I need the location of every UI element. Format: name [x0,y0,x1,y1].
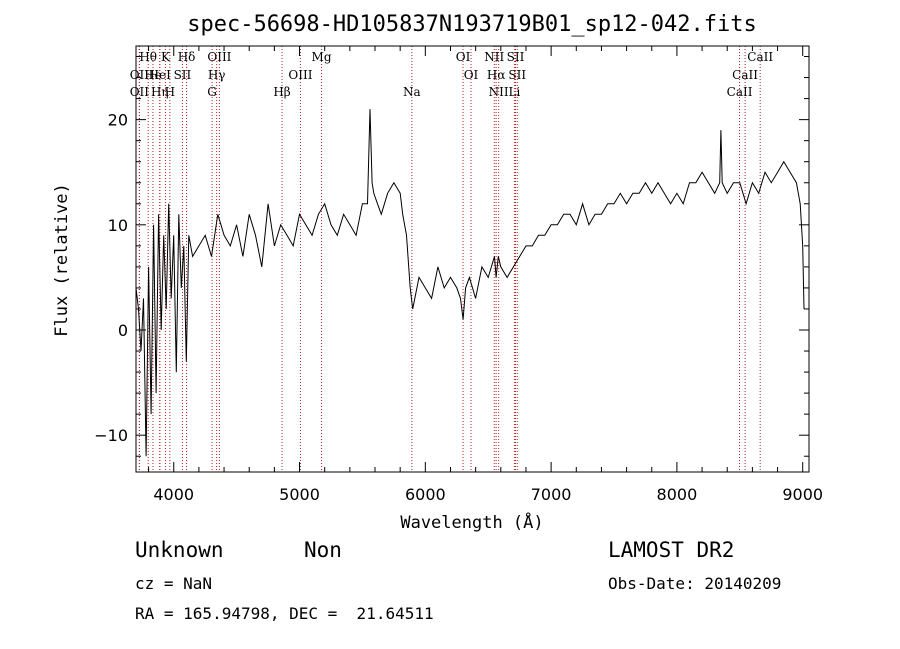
plot-frame [135,45,810,473]
line-marker-label: CaII [732,68,758,82]
line-marker-label: OI [456,50,471,64]
y-axis-label: Flux (relative) [52,183,72,337]
line-marker-label: SII [174,68,192,82]
line-marker-label: Li [508,85,520,99]
line-marker-label: Mg [312,50,332,64]
chart-title: spec-56698-HD105837N193719B01_sp12-042.f… [187,12,757,37]
observation-date: Obs-Date: 20140209 [608,574,782,593]
survey-name: LAMOST DR2 [608,538,735,562]
line-marker-label: Hδ [178,50,196,64]
line-marker-label: NII [489,85,509,99]
x-tick-label: 4000 [153,485,194,504]
line-marker-label: NII [484,50,504,64]
line-marker-label: G [207,85,217,99]
line-marker-label: OII [130,85,150,99]
line-marker-label: SII [507,50,525,64]
line-marker-label: OII [130,68,150,82]
line-marker-label: Na [403,85,421,99]
y-tick-label: 0 [118,321,128,340]
line-marker-label: HeI [149,68,172,82]
y-tick-label: −10 [94,426,128,445]
line-marker-label: SII [508,68,526,82]
coordinates: RA = 165.94798, DEC = 21.64511 [135,604,434,623]
line-marker-label: He [144,68,162,82]
spectrum-series-line [135,109,805,457]
line-marker-label: OI [464,68,479,82]
line-marker-label: H [165,85,175,99]
line-marker-label: OIII [288,68,312,82]
x-tick-label: 8000 [657,485,698,504]
line-marker-label: CaII [727,85,753,99]
x-axis-ticks: 4000 5000 6000 7000 8000 9000 [148,46,823,504]
line-marker-label: Hγ [208,68,226,82]
y-axis-ticks: −10 0 10 20 [94,56,809,457]
line-marker-label: K [161,50,171,64]
spectral-line-markers [138,46,761,472]
x-axis-label: Wavelength (Å) [400,511,543,533]
line-marker-label: CaII [747,50,773,64]
y-tick-label: 20 [108,111,128,130]
line-marker-label: Hβ [273,85,290,99]
x-tick-label: 6000 [405,485,446,504]
redshift-cz: cz = NaN [135,574,213,593]
line-marker-label: Hθ [139,50,157,64]
object-subclass: Non [304,538,342,562]
line-marker-label: Hα [487,68,506,82]
line-marker-label: Hη [151,85,169,99]
line-marker-label: OIII [207,50,231,64]
object-class: Unknown [135,538,224,562]
x-tick-label: 9000 [782,485,823,504]
x-tick-label: 7000 [531,485,572,504]
y-tick-label: 10 [108,216,128,235]
x-tick-label: 5000 [279,485,320,504]
